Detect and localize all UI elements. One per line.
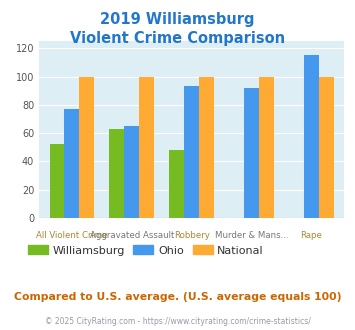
Bar [184, 86, 199, 218]
Bar [80, 77, 94, 218]
Bar [124, 126, 139, 218]
Text: Compared to U.S. average. (U.S. average equals 100): Compared to U.S. average. (U.S. average … [14, 292, 341, 302]
Bar [139, 77, 154, 218]
Bar [109, 129, 124, 218]
Bar [199, 77, 214, 218]
Text: Violent Crime Comparison: Violent Crime Comparison [70, 31, 285, 46]
Legend: Williamsburg, Ohio, National: Williamsburg, Ohio, National [23, 241, 268, 260]
Bar [65, 109, 80, 218]
Bar [304, 55, 319, 218]
Bar [169, 150, 184, 218]
Bar [319, 77, 334, 218]
Text: All Violent Crime: All Violent Crime [36, 231, 108, 240]
Text: © 2025 CityRating.com - https://www.cityrating.com/crime-statistics/: © 2025 CityRating.com - https://www.city… [45, 317, 310, 326]
Text: Robbery: Robbery [174, 231, 210, 240]
Bar [50, 144, 65, 218]
Text: Murder & Mans...: Murder & Mans... [215, 231, 288, 240]
Bar [244, 88, 259, 218]
Text: Rape: Rape [300, 231, 322, 240]
Bar [259, 77, 274, 218]
Text: 2019 Williamsburg: 2019 Williamsburg [100, 12, 255, 26]
Text: Aggravated Assault: Aggravated Assault [90, 231, 174, 240]
